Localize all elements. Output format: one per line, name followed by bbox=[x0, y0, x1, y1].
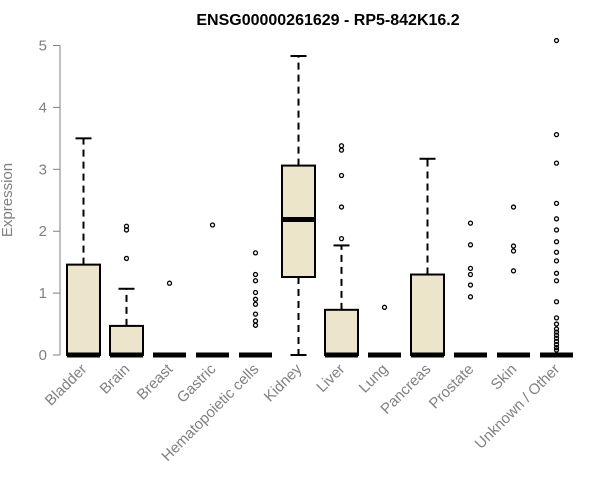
x-tick-label: Brain bbox=[97, 361, 134, 398]
outlier-point bbox=[467, 220, 474, 226]
outlier-point bbox=[553, 131, 560, 138]
outlier-point bbox=[338, 204, 345, 210]
outlier-point bbox=[510, 243, 517, 249]
x-tick-label: Skin bbox=[488, 361, 521, 394]
outlier-point bbox=[553, 216, 560, 222]
box-group bbox=[153, 280, 186, 358]
outlier-point bbox=[338, 147, 345, 153]
outlier-point bbox=[553, 249, 560, 255]
outlier-point bbox=[553, 341, 560, 348]
box-iqr bbox=[324, 308, 359, 356]
x-tick-label: Prostate bbox=[426, 361, 478, 413]
box-iqr bbox=[66, 263, 101, 357]
y-tick-label: 2 bbox=[39, 223, 47, 240]
outlier-point bbox=[553, 258, 560, 264]
outlier-point bbox=[553, 344, 560, 351]
outlier-point bbox=[209, 222, 216, 228]
outlier-point bbox=[338, 143, 345, 149]
box-group bbox=[324, 143, 359, 358]
x-tick-label: Kidney bbox=[261, 360, 306, 405]
outlier-point bbox=[553, 347, 560, 353]
box-group bbox=[368, 304, 401, 358]
outlier-point bbox=[252, 296, 259, 302]
box-iqr bbox=[109, 324, 144, 357]
outlier-point bbox=[467, 282, 474, 288]
box-group bbox=[540, 37, 573, 358]
outlier-point bbox=[510, 248, 517, 254]
outlier-point bbox=[123, 255, 130, 262]
outlier-point bbox=[252, 322, 259, 328]
outlier-point bbox=[467, 271, 474, 278]
y-tick-label: 5 bbox=[39, 38, 47, 55]
outlier-point bbox=[252, 311, 259, 317]
outlier-point bbox=[553, 160, 560, 166]
outlier-point bbox=[553, 326, 560, 332]
box-group bbox=[410, 157, 445, 358]
plot-area bbox=[66, 37, 573, 358]
box-group bbox=[281, 55, 316, 356]
outlier-point bbox=[553, 299, 560, 305]
x-tick-label: Lung bbox=[356, 361, 392, 397]
outlier-point bbox=[252, 289, 259, 296]
outlier-point bbox=[510, 204, 517, 210]
outlier-point bbox=[252, 301, 259, 307]
outlier-point bbox=[467, 294, 474, 300]
x-tick-label: Bladder bbox=[42, 361, 91, 410]
box-group bbox=[196, 222, 229, 358]
outlier-point bbox=[553, 321, 560, 327]
outlier-point bbox=[553, 278, 560, 284]
outlier-point bbox=[553, 315, 560, 321]
y-axis-label: Expression bbox=[0, 163, 16, 237]
y-tick-label: 1 bbox=[39, 285, 47, 302]
y-tick-label: 3 bbox=[39, 161, 47, 178]
x-tick-label: Liver bbox=[313, 361, 348, 396]
chart-title: ENSG00000261629 - RP5-842K16.2 bbox=[196, 12, 459, 29]
box-group bbox=[239, 250, 272, 358]
outlier-point bbox=[553, 227, 560, 233]
box-group bbox=[109, 223, 144, 358]
box-group bbox=[454, 220, 487, 358]
outlier-point bbox=[553, 338, 560, 345]
outlier-point bbox=[252, 250, 259, 256]
outlier-point bbox=[553, 329, 560, 335]
outlier-point bbox=[553, 332, 560, 338]
outlier-point bbox=[553, 37, 560, 44]
outlier-point bbox=[252, 271, 259, 278]
y-tick-label: 0 bbox=[39, 347, 47, 364]
outlier-point bbox=[510, 268, 517, 274]
box-iqr bbox=[410, 273, 445, 356]
outlier-point bbox=[252, 318, 259, 324]
outlier-point bbox=[553, 335, 560, 341]
box-group bbox=[497, 204, 530, 358]
outlier-point bbox=[338, 235, 345, 242]
box-group bbox=[66, 137, 101, 358]
outlier-point bbox=[467, 242, 474, 248]
x-tick-label: Breast bbox=[134, 360, 177, 403]
outlier-point bbox=[467, 265, 474, 271]
y-tick-label: 4 bbox=[39, 99, 47, 116]
outlier-point bbox=[381, 304, 388, 310]
outlier-point bbox=[166, 280, 173, 286]
outlier-point bbox=[553, 270, 560, 276]
y-axis: 0 1 2 3 4 5 bbox=[39, 38, 61, 364]
outlier-point bbox=[338, 172, 345, 179]
outlier-point bbox=[553, 239, 560, 245]
outlier-point bbox=[123, 223, 130, 229]
outlier-point bbox=[553, 200, 560, 206]
outlier-point bbox=[252, 278, 259, 284]
